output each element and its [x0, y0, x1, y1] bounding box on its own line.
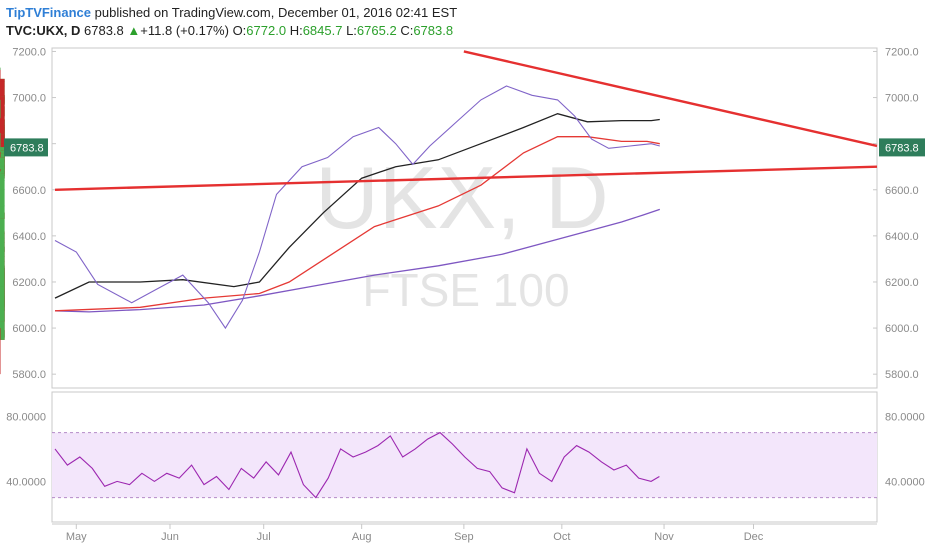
x-tick-label-aug[interactable]: Aug [352, 531, 372, 543]
y-tick-label-right[interactable]: 6000.0 [885, 323, 919, 335]
candle-body [0, 205, 5, 219]
candlestick-series [0, 67, 5, 375]
rsi-panel[interactable]: 80.0000 80.0000 40.0000 40.0000 [6, 411, 925, 499]
rsi-line [54, 431, 660, 499]
lower-trendline[interactable] [54, 165, 878, 191]
rsi-tick-label-right[interactable]: 80.0000 [885, 411, 925, 423]
y-tick-label-left: 6000.0 [12, 323, 46, 335]
y-tick-label-left: 6600.0 [12, 185, 46, 197]
y-tick-label-left: 6200.0 [12, 277, 46, 289]
trendlines[interactable] [54, 50, 878, 191]
rsi-band [52, 432, 877, 498]
x-tick-label-may[interactable]: May [66, 531, 87, 543]
y-tick-label-right[interactable]: 6400.0 [885, 231, 919, 243]
last-price-tag-left: 6783.8 [10, 142, 44, 154]
last-price-tag-left-bg [4, 138, 48, 157]
open-label: O: [232, 23, 247, 38]
candle-body [0, 147, 5, 151]
y-tick-label-right[interactable]: 7000.0 [885, 93, 919, 105]
chart-header: TipTVFinance published on TradingView.co… [6, 4, 926, 44]
x-axis[interactable]: May Jun Jul Aug Sep Oct Nov Dec [66, 524, 764, 543]
last-price-tag-right: 6783.8 [885, 142, 919, 154]
publisher-link[interactable]: TipTVFinance [6, 5, 91, 20]
watermark-name: FTSE 100 [362, 264, 569, 316]
symbol-line: TVC:UKX, D 6783.8 ▲+11.8 (+0.17%) O:6772… [6, 22, 926, 40]
price-pane-border [51, 47, 878, 389]
candle-body [0, 180, 5, 191]
y-tick-label-right[interactable]: 7200.0 [885, 46, 919, 58]
high-label: H: [289, 23, 303, 38]
ma-short-line [54, 85, 660, 330]
x-tick-label-jul[interactable]: Jul [257, 531, 271, 543]
high-value: 6845.7 [302, 23, 343, 38]
candle-body [0, 189, 5, 207]
last-price: 6783.8 [84, 23, 124, 38]
y-tick-label-right[interactable]: 6600.0 [885, 185, 919, 197]
y-tick-label-right[interactable]: 5800.0 [885, 369, 919, 381]
ma-200-line [54, 208, 661, 313]
last-price-tag-right-bg [879, 138, 925, 157]
y-tick-label-left: 6400.0 [12, 231, 46, 243]
y-axis-right[interactable]: 7200.07000.06800.06600.06400.06200.06000… [873, 46, 919, 381]
published-text: published on TradingView.com, December 0… [94, 5, 458, 20]
x-tick-label-oct[interactable]: Oct [553, 531, 570, 543]
price-tags: 6783.8 6783.8 [4, 138, 925, 157]
moving-averages [54, 85, 661, 330]
x-tick-label-jun[interactable]: Jun [161, 531, 179, 543]
x-tick-label-sep[interactable]: Sep [454, 531, 474, 543]
y-tick-label-left: 7200.0 [12, 46, 46, 58]
rsi-tick-label-right[interactable]: 40.0000 [885, 476, 925, 488]
candle-body [0, 134, 5, 144]
upper-trendline[interactable] [463, 50, 878, 148]
y-axis-left: 7200.07000.06800.06600.06400.06200.06000… [12, 46, 56, 381]
open-value: 6772.0 [246, 23, 287, 38]
candle-body [0, 96, 5, 99]
candle-body [0, 81, 5, 96]
rsi-tick-label-left: 40.0000 [6, 476, 46, 488]
symbol-label[interactable]: TVC:UKX, D [6, 23, 81, 38]
candle-body [0, 168, 5, 174]
close-value: 6783.8 [413, 23, 454, 38]
x-tick-label-dec[interactable]: Dec [744, 531, 764, 543]
candle-body [0, 106, 5, 121]
ma-50-line [54, 113, 660, 299]
publisher-line: TipTVFinance published on TradingView.co… [6, 4, 926, 22]
y-tick-label-left: 5800.0 [12, 369, 46, 381]
low-value: 6765.2 [356, 23, 397, 38]
y-tick-label-right[interactable]: 6200.0 [885, 277, 919, 289]
rsi-tick-label-left: 80.0000 [6, 411, 46, 423]
low-label: L: [346, 23, 357, 38]
x-tick-label-nov[interactable]: Nov [654, 531, 674, 543]
candle-body [0, 98, 5, 108]
watermark-symbol: UKX, D [315, 148, 608, 247]
close-label: C: [400, 23, 414, 38]
ma-100-line [54, 136, 660, 312]
candle-body [0, 286, 5, 322]
price-change: +11.8 (+0.17%) [140, 23, 229, 38]
y-tick-label-left: 7000.0 [12, 93, 46, 105]
candle-body [0, 237, 5, 287]
up-arrow-icon: ▲ [127, 23, 141, 38]
candle-body [0, 78, 5, 82]
